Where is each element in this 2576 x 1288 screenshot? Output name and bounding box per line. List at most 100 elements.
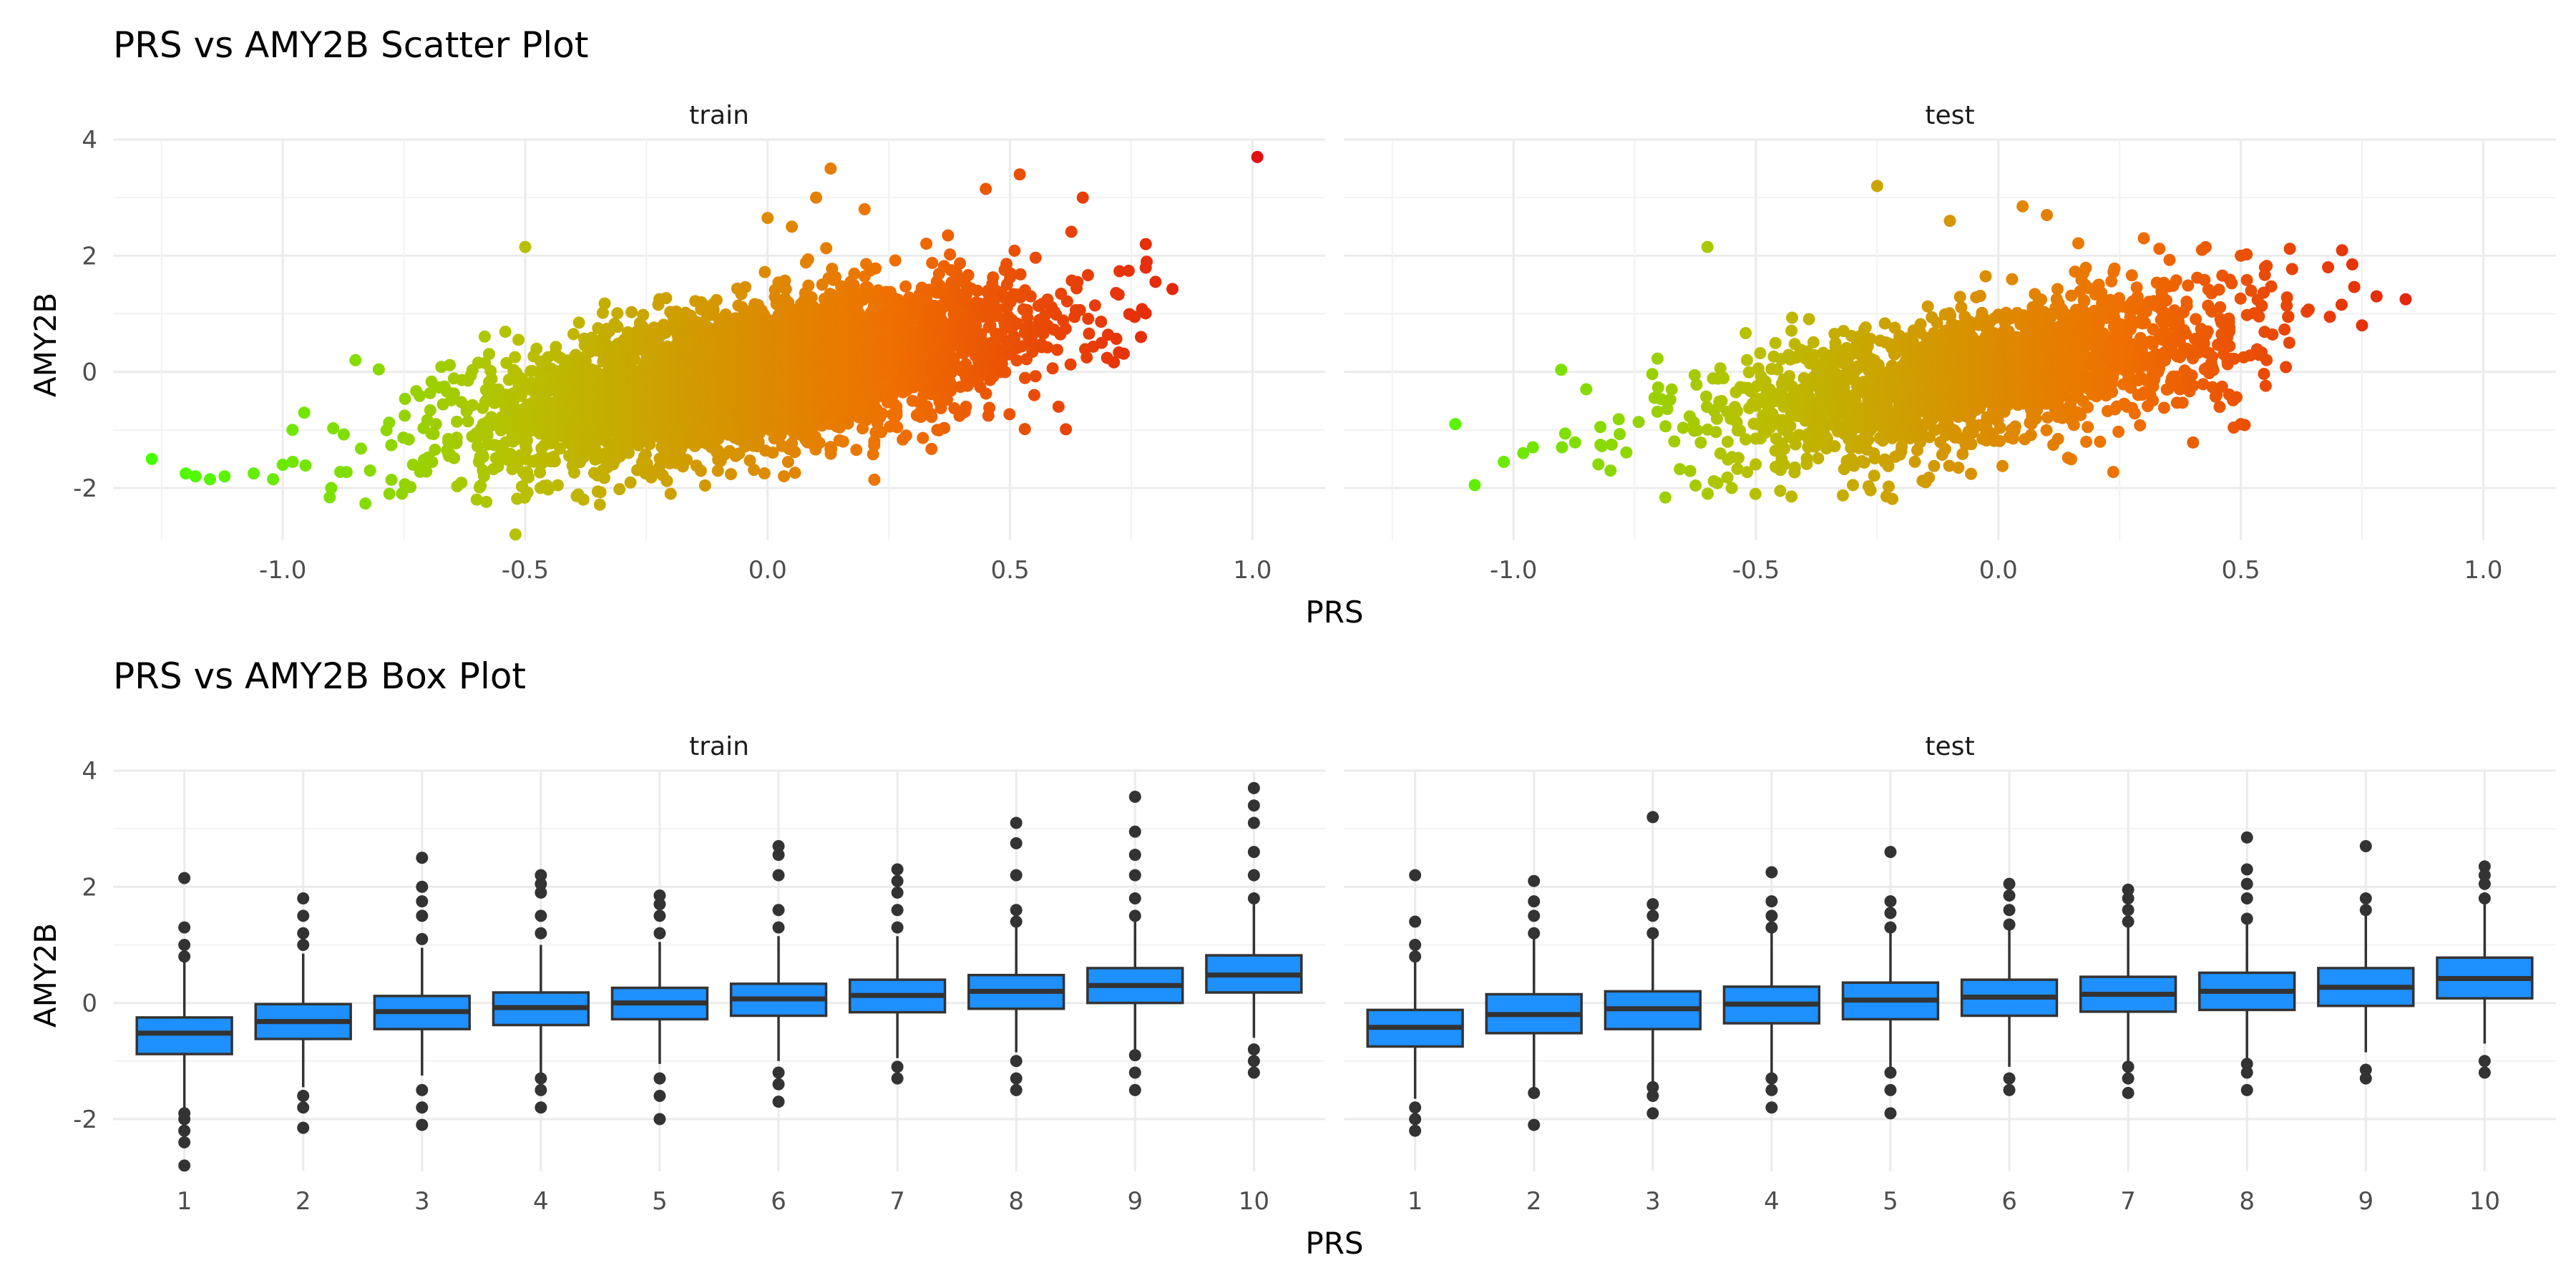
scatter-point <box>628 353 641 366</box>
scatter-point <box>429 418 442 431</box>
scatter-point <box>954 257 967 270</box>
scatter-point <box>1701 487 1714 500</box>
scatter-point <box>1786 311 1799 324</box>
scatter-point <box>520 434 533 447</box>
scatter-point <box>267 473 280 486</box>
scatter-point <box>474 479 487 492</box>
scatter-point <box>340 466 353 479</box>
scatter-point <box>481 429 494 441</box>
scatter-point <box>890 409 903 421</box>
scatter-point <box>448 452 461 464</box>
scatter-x-tick-label: 0.0 <box>748 556 787 585</box>
scatter-point <box>1754 347 1767 360</box>
scatter-point <box>1651 352 1664 365</box>
scatter-point <box>404 481 417 494</box>
scatter-point <box>1139 238 1152 250</box>
scatter-point <box>1785 490 1798 503</box>
scatter-point <box>1886 492 1899 505</box>
scatter-point <box>485 372 498 385</box>
scatter-x-tick-label: 1.0 <box>1233 556 1272 585</box>
scatter-point <box>477 469 490 482</box>
scatter-point <box>522 471 535 484</box>
scatter-point <box>983 401 996 414</box>
scatter-point <box>248 467 260 480</box>
scatter-point <box>1731 405 1744 418</box>
scatter-point <box>1052 400 1065 413</box>
scatter-point <box>1921 300 1934 313</box>
facet-strip-label: train <box>689 101 749 130</box>
scatter-panel-train: train-1.0 -0.5 0.0 0.5 1.0 <box>113 101 1325 585</box>
scatter-point <box>623 447 635 459</box>
scatter-point <box>1082 312 1095 325</box>
scatter-point <box>725 468 738 481</box>
scatter-point <box>1046 362 1059 375</box>
scatter-point <box>1784 419 1797 432</box>
scatter-point <box>868 473 881 486</box>
scatter-point <box>444 358 457 371</box>
scatter-point <box>1802 313 1815 326</box>
scatter-point <box>917 431 930 444</box>
scatter-point <box>204 473 217 486</box>
scatter-point <box>931 424 944 436</box>
scatter-point <box>1717 372 1729 385</box>
scatter-point <box>1594 421 1607 434</box>
scatter-point <box>1051 343 1064 356</box>
scatter-point <box>820 242 833 255</box>
scatter-point <box>944 248 957 261</box>
scatter-point <box>624 476 637 489</box>
scatter-point <box>1659 420 1672 433</box>
scatter-point <box>1783 370 1796 383</box>
scatter-point <box>399 392 411 405</box>
scatter-point <box>1008 244 1021 257</box>
scatter-y-axis-label: AMY2B <box>28 293 63 397</box>
scatter-point <box>218 470 231 483</box>
scatter-point <box>1003 408 1016 421</box>
scatter-point <box>1024 290 1037 303</box>
scatter-point <box>971 284 984 297</box>
scatter-point <box>625 306 638 318</box>
scatter-point <box>372 363 385 376</box>
scatter-point <box>1060 295 1073 308</box>
scatter-y-tick-label: 2 <box>82 242 97 270</box>
scatter-x-tick-label: 0.0 <box>1979 556 2018 585</box>
box-plot-title: PRS vs AMY2B Box Plot <box>113 655 526 697</box>
scatter-point <box>593 498 606 511</box>
scatter-point <box>801 253 814 266</box>
scatter-point <box>710 293 723 306</box>
scatter-point <box>1251 150 1264 163</box>
scatter-point <box>424 404 436 416</box>
scatter-point <box>611 307 624 320</box>
scatter-point <box>761 212 774 225</box>
scatter-point <box>598 472 611 484</box>
scatter-point <box>399 409 411 422</box>
scatter-y-tick-label: 4 <box>82 126 97 155</box>
scatter-point <box>1928 459 1941 472</box>
scatter-point <box>364 464 376 477</box>
scatter-point <box>189 470 202 483</box>
scatter-point <box>323 491 336 504</box>
scatter-point <box>521 486 534 499</box>
scatter-point <box>848 268 861 280</box>
scatter-point <box>836 435 849 448</box>
scatter-point <box>1064 358 1077 371</box>
scatter-point <box>1018 423 1031 436</box>
box-x-axis-label: PRS <box>1305 1226 1363 1261</box>
scatter-point <box>640 457 653 470</box>
scatter-point <box>960 400 972 413</box>
scatter-point <box>1665 383 1678 396</box>
scatter-point <box>942 229 955 242</box>
scatter-point <box>413 389 426 402</box>
scatter-point <box>1080 351 1093 364</box>
scatter-point <box>1059 322 1072 335</box>
scatter-point <box>455 477 468 489</box>
scatter-point <box>429 443 441 456</box>
scatter-point <box>920 238 933 250</box>
scatter-point <box>462 415 474 428</box>
scatter-point <box>1788 461 1801 474</box>
scatter-point <box>477 450 489 463</box>
scatter-point <box>1555 364 1568 376</box>
scatter-point <box>1710 412 1723 425</box>
scatter-point <box>1690 379 1703 391</box>
scatter-point <box>810 191 823 204</box>
